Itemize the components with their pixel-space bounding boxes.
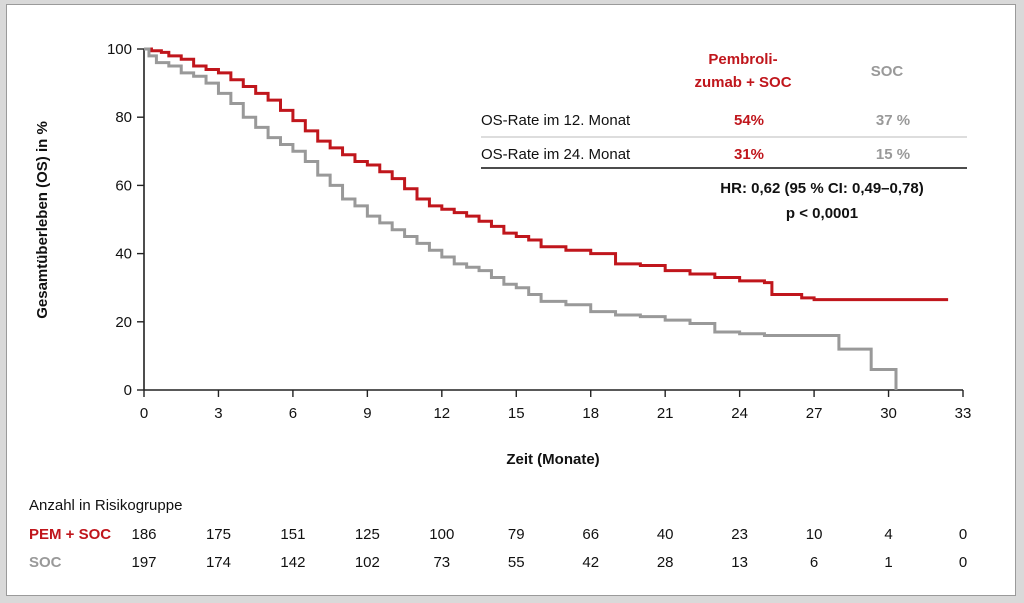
risk-value-pem: 0 [959,526,967,543]
os-rate-24-soc: 15 % [876,146,910,163]
hazard-ratio: HR: 0,62 (95 % CI: 0,49–0,78) [720,180,923,197]
risk-value-soc: 13 [731,554,748,571]
x-tick-label: 33 [955,405,972,422]
risk-value-pem: 100 [429,526,454,543]
risk-row-label-soc: SOC [29,554,62,571]
legend-soc: SOC [871,63,904,80]
y-tick-label: 100 [107,41,132,58]
x-tick-label: 12 [433,405,450,422]
x-tick-label: 9 [363,405,371,422]
risk-value-pem: 175 [206,526,231,543]
x-tick-label: 30 [880,405,897,422]
risk-value-pem: 79 [508,526,525,543]
x-tick-label: 6 [289,405,297,422]
risk-value-pem: 151 [280,526,305,543]
y-tick-label: 0 [124,382,132,399]
os-rate-12-soc: 37 % [876,112,910,129]
os-rate-24-label: OS-Rate im 24. Monat [481,146,631,163]
risk-value-soc: 73 [433,554,450,571]
pembrolizumab-soc-curve [144,47,949,302]
os-rate-24-pem: 31% [734,146,764,163]
risk-value-soc: 55 [508,554,525,571]
risk-value-soc: 142 [280,554,305,571]
p-value: p < 0,0001 [786,205,858,222]
x-tick-label: 24 [731,405,748,422]
risk-value-soc: 197 [131,554,156,571]
risk-value-soc: 174 [206,554,231,571]
risk-row-label-pem: PEM + SOC [29,526,111,543]
risk-value-pem: 66 [582,526,599,543]
risk-value-soc: 42 [582,554,599,571]
risk-value-soc: 0 [959,554,967,571]
risk-value-pem: 186 [131,526,156,543]
x-axis-label: Zeit (Monate) [506,451,599,468]
risk-value-pem: 4 [884,526,892,543]
figure-frame: 0 20 40 60 80 100 0 3 6 9 12 15 18 21 24 27 30 33 Gesamt… [6,4,1016,596]
risk-value-pem: 125 [355,526,380,543]
y-tick-label: 40 [115,246,132,263]
x-tick-label: 27 [806,405,823,422]
y-tick-label: 60 [115,177,132,194]
x-tick-label: 21 [657,405,674,422]
risk-value-pem: 40 [657,526,674,543]
legend-pem-line2: zumab + SOC [694,74,791,91]
y-axis-label: Gesamtüberleben (OS) in % [34,121,51,319]
risk-value-soc: 102 [355,554,380,571]
soc-curve [144,47,898,390]
risk-value-soc: 28 [657,554,674,571]
x-tick-label: 15 [508,405,525,422]
risk-value-soc: 6 [810,554,818,571]
x-tick-label: 18 [582,405,599,422]
os-rate-12-pem: 54% [734,112,764,129]
risk-value-soc: 1 [884,554,892,571]
x-tick-label: 0 [140,405,148,422]
x-tick-label: 3 [214,405,222,422]
y-tick-label: 80 [115,109,132,126]
os-rate-12-label: OS-Rate im 12. Monat [481,112,631,129]
y-tick-label: 20 [115,314,132,331]
risk-value-pem: 23 [731,526,748,543]
legend-pem-line1: Pembroli- [708,51,777,68]
risk-table-title: Anzahl in Risikogruppe [29,497,182,514]
risk-value-pem: 10 [806,526,823,543]
